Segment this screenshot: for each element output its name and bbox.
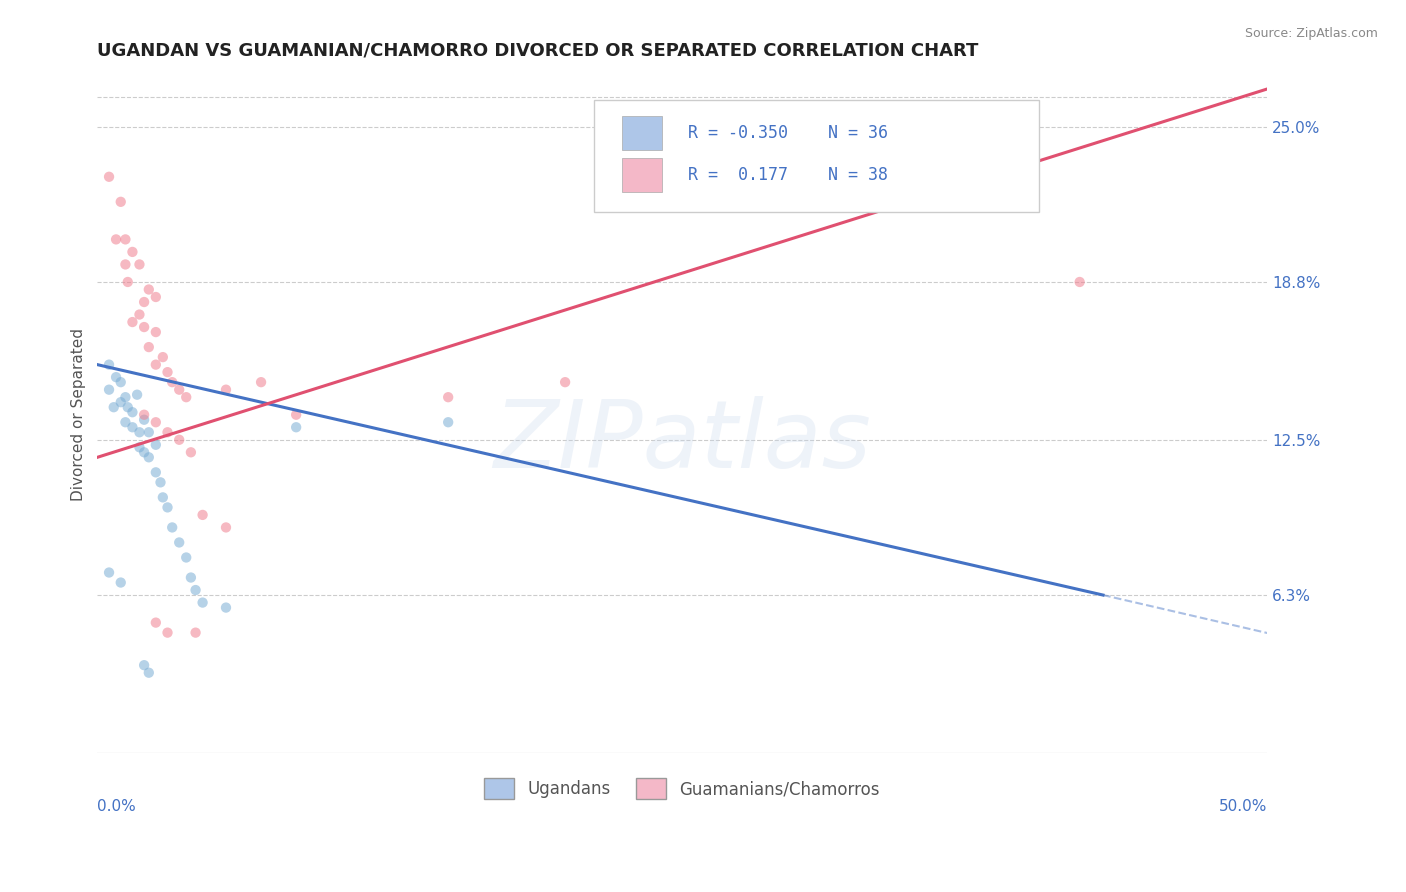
Point: [149, 475, 172, 490]
Point: [156, 365, 179, 379]
Point: [554, 375, 576, 389]
Point: [160, 375, 183, 389]
Point: [134, 445, 156, 459]
Point: [1069, 275, 1091, 289]
Point: [145, 615, 167, 630]
Point: [114, 415, 136, 429]
Point: [121, 315, 143, 329]
Point: [437, 415, 460, 429]
Point: [152, 491, 174, 505]
Point: [160, 520, 183, 534]
Point: [103, 401, 125, 415]
Point: [437, 390, 460, 404]
Text: 50.0%: 50.0%: [1219, 799, 1267, 814]
Point: [121, 420, 143, 434]
Point: [145, 290, 167, 304]
Point: [167, 535, 190, 549]
Point: [117, 275, 139, 289]
Point: [128, 257, 150, 271]
Point: [145, 438, 167, 452]
Point: [215, 520, 238, 534]
Point: [134, 413, 156, 427]
Legend: Ugandans, Guamanians/Chamorros: Ugandans, Guamanians/Chamorros: [478, 772, 886, 805]
Point: [98, 383, 121, 397]
Point: [250, 375, 273, 389]
Point: [167, 383, 190, 397]
Point: [191, 508, 214, 522]
Text: R =  0.177    N = 38: R = 0.177 N = 38: [688, 166, 889, 184]
Point: [110, 575, 132, 590]
Point: [285, 420, 308, 434]
Text: ZIPatlas: ZIPatlas: [494, 396, 870, 487]
Point: [128, 425, 150, 440]
Point: [174, 390, 197, 404]
FancyBboxPatch shape: [623, 158, 662, 192]
Point: [184, 625, 207, 640]
Point: [138, 425, 160, 440]
Point: [110, 395, 132, 409]
Text: 0.0%: 0.0%: [97, 799, 136, 814]
Point: [134, 408, 156, 422]
Point: [114, 257, 136, 271]
Point: [134, 320, 156, 334]
Text: R = -0.350    N = 36: R = -0.350 N = 36: [688, 124, 889, 142]
Point: [117, 401, 139, 415]
Point: [114, 232, 136, 246]
Point: [167, 433, 190, 447]
Point: [156, 500, 179, 515]
Point: [215, 600, 238, 615]
Point: [134, 295, 156, 310]
Point: [138, 450, 160, 465]
Point: [98, 358, 121, 372]
Point: [180, 445, 202, 459]
Point: [285, 408, 308, 422]
Point: [134, 658, 156, 673]
FancyBboxPatch shape: [623, 116, 662, 150]
Point: [184, 582, 207, 597]
Point: [191, 596, 214, 610]
Point: [145, 325, 167, 339]
Text: Source: ZipAtlas.com: Source: ZipAtlas.com: [1244, 27, 1378, 40]
Point: [110, 194, 132, 209]
Point: [98, 169, 121, 184]
Point: [145, 466, 167, 480]
Point: [152, 350, 174, 364]
Point: [174, 550, 197, 565]
FancyBboxPatch shape: [595, 100, 1039, 211]
Point: [156, 425, 179, 440]
Point: [215, 383, 238, 397]
Point: [145, 415, 167, 429]
Point: [180, 570, 202, 584]
Point: [105, 370, 128, 384]
Point: [138, 340, 160, 354]
Text: UGANDAN VS GUAMANIAN/CHAMORRO DIVORCED OR SEPARATED CORRELATION CHART: UGANDAN VS GUAMANIAN/CHAMORRO DIVORCED O…: [97, 42, 979, 60]
Point: [121, 405, 143, 419]
Point: [128, 440, 150, 454]
Y-axis label: Divorced or Separated: Divorced or Separated: [72, 328, 86, 501]
Point: [156, 625, 179, 640]
Point: [98, 566, 121, 580]
Point: [121, 244, 143, 259]
Point: [145, 358, 167, 372]
Point: [128, 308, 150, 322]
Point: [138, 665, 160, 680]
Point: [110, 375, 132, 389]
Point: [138, 283, 160, 297]
Point: [105, 232, 128, 246]
Point: [127, 387, 149, 401]
Point: [114, 390, 136, 404]
